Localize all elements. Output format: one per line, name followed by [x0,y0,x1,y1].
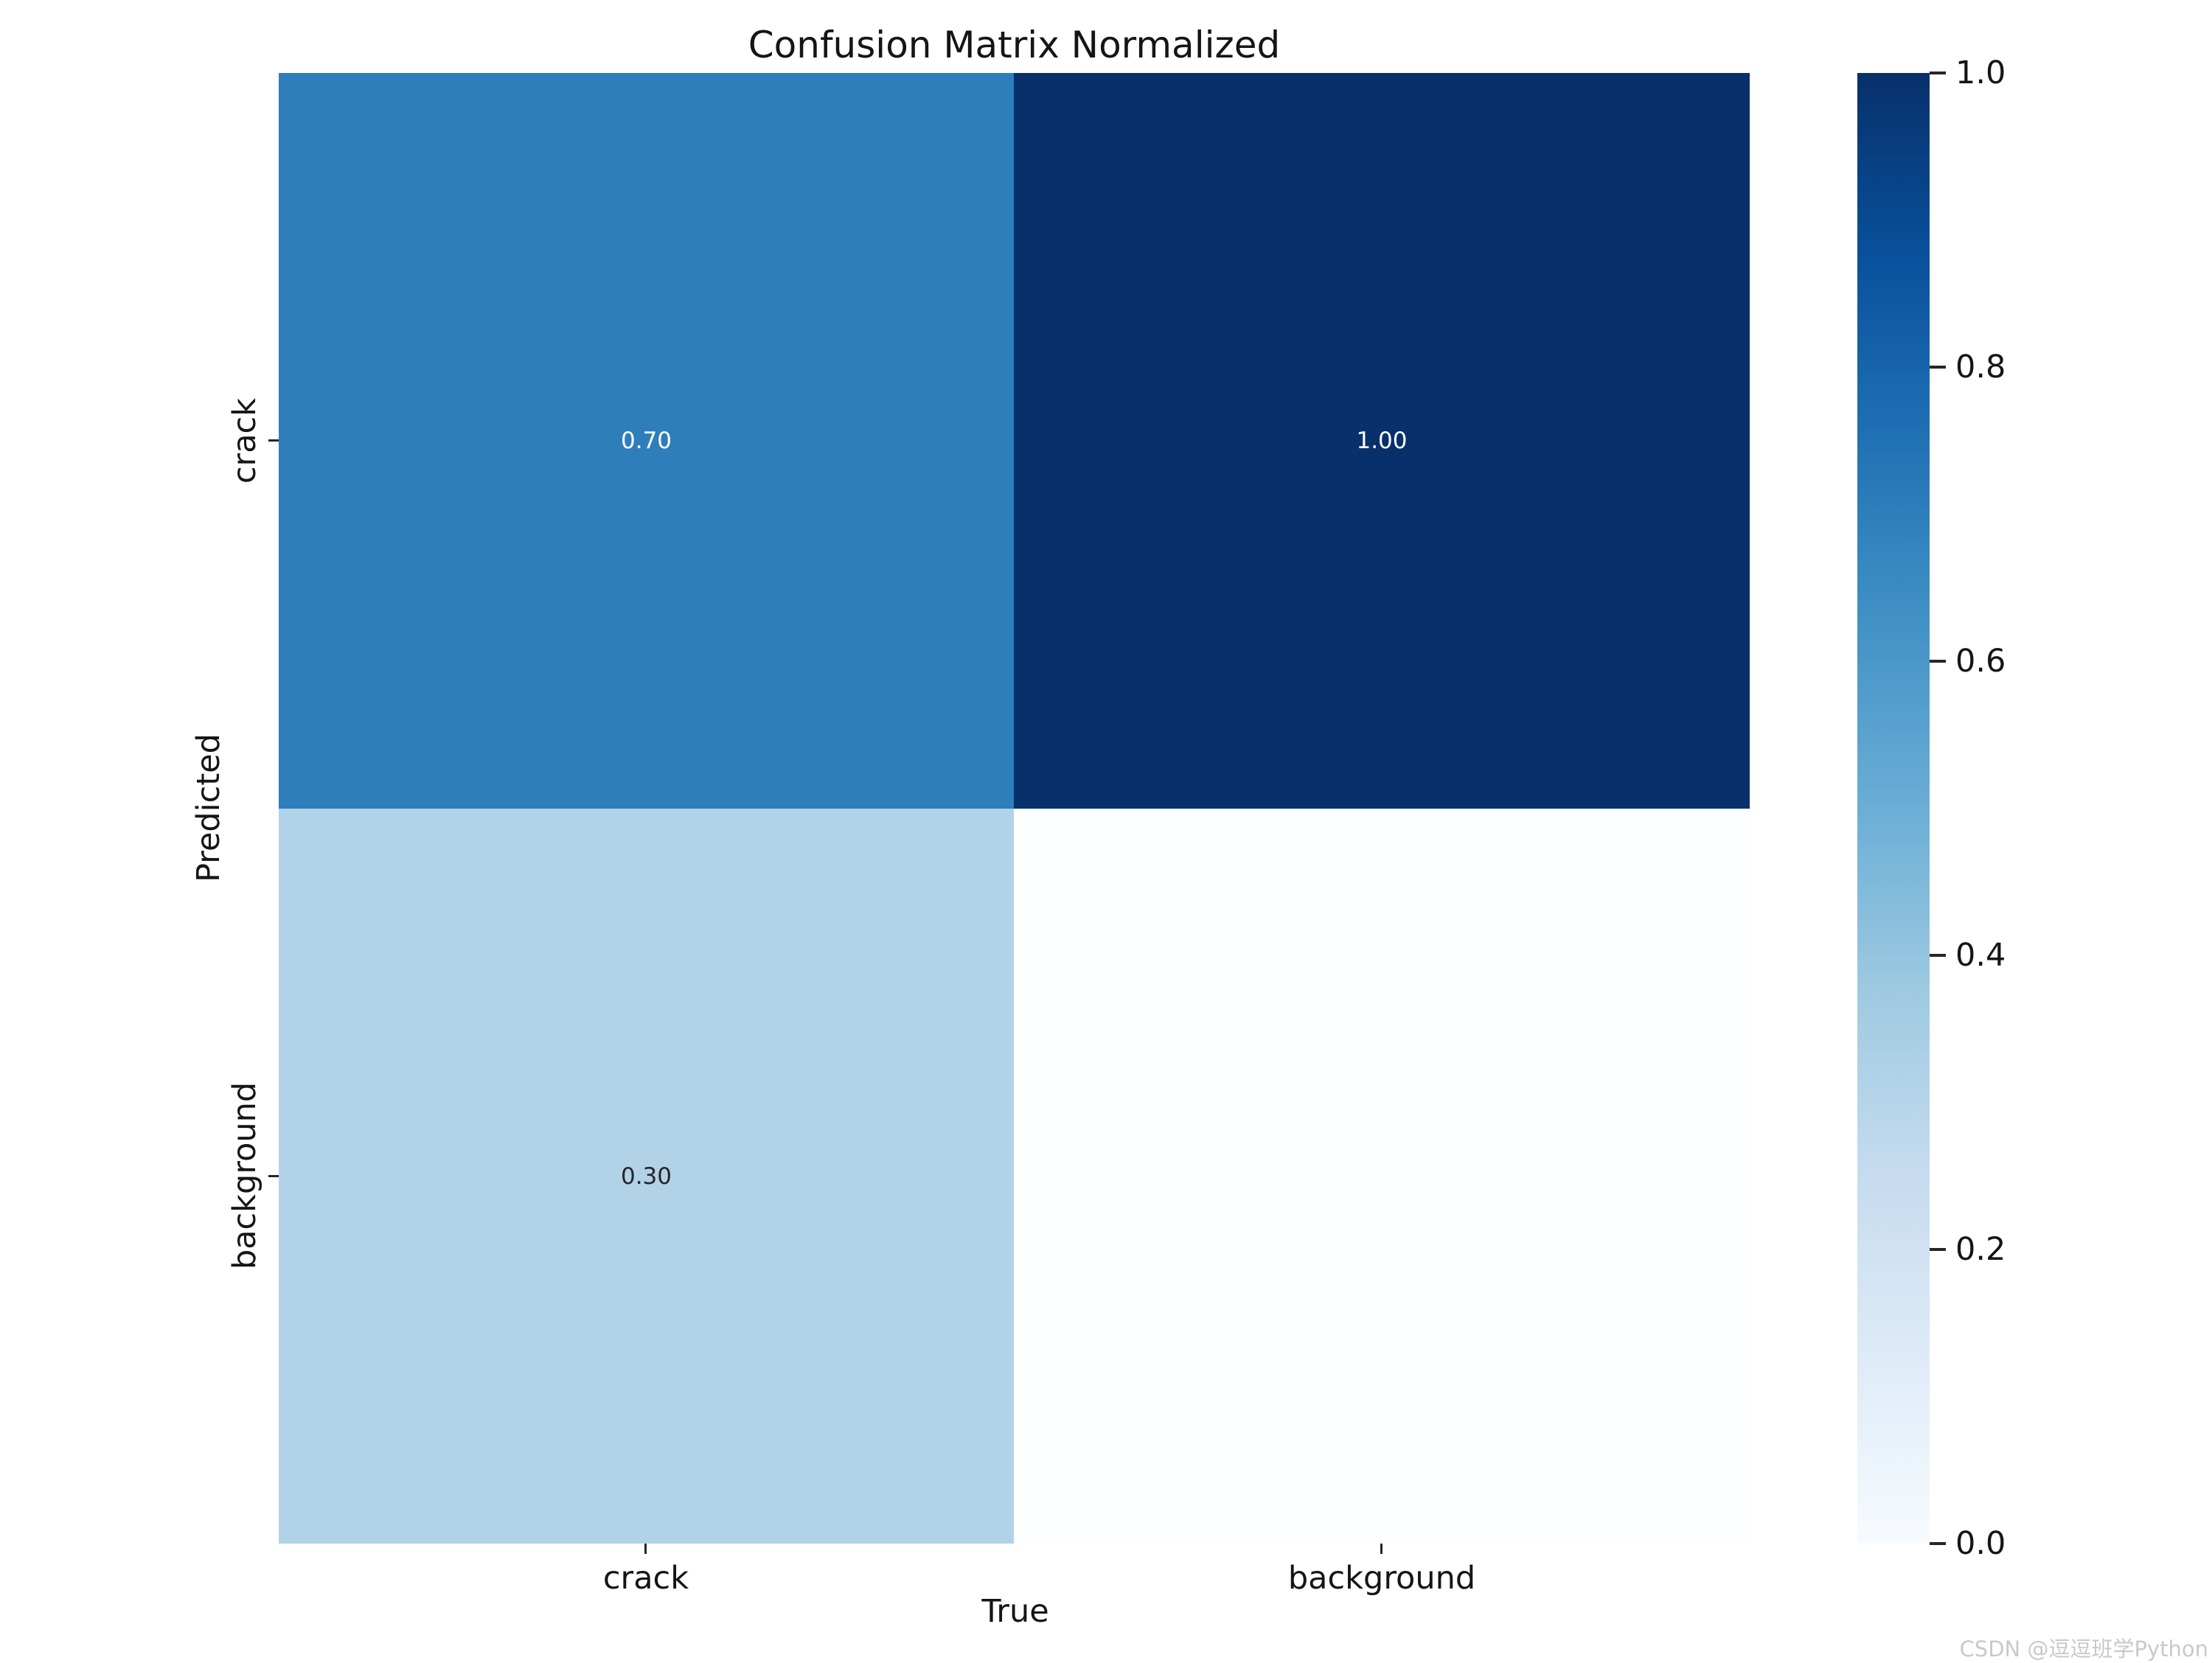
colorbar-tick [1930,366,1946,369]
x-axis-label: True [981,1593,1049,1630]
colorbar-gradient [1857,73,1930,1544]
y-tick-label-crack: crack [226,397,263,484]
colorbar-tick [1930,1248,1946,1251]
x-axis-tick [644,1544,647,1554]
y-tick-label-background: background [226,1081,263,1270]
colorbar-tick [1930,72,1946,74]
heatmap-cell-crack-background: 1.00 [1014,73,1750,809]
heatmap-cell-background-background [1014,809,1750,1544]
x-tick-label-background: background [1287,1560,1476,1597]
csdn-watermark: CSDN @逗逗班学Python [1959,1636,2208,1662]
colorbar-tick-label: 0.4 [1955,937,2006,974]
colorbar-tick-label: 0.2 [1955,1231,2006,1268]
y-axis-label: Predicted [190,733,227,882]
y-axis-tick [268,439,279,442]
heatmap-cell-crack-crack: 0.70 [279,73,1014,809]
y-axis-tick [268,1175,279,1177]
colorbar-tick-label: 0.0 [1955,1525,2006,1562]
x-axis-tick [1380,1544,1382,1554]
colorbar-tick-label: 1.0 [1955,55,2006,91]
x-tick-label-crack: crack [602,1560,689,1597]
colorbar-tick-label: 0.8 [1955,349,2006,386]
heatmap-cell-background-crack: 0.30 [279,809,1014,1544]
colorbar-tick [1930,660,1946,663]
colorbar-tick-label: 0.6 [1955,643,2006,680]
colorbar-tick [1930,1542,1946,1545]
chart-title: Confusion Matrix Normalized [748,24,1281,66]
colorbar-tick [1930,954,1946,957]
